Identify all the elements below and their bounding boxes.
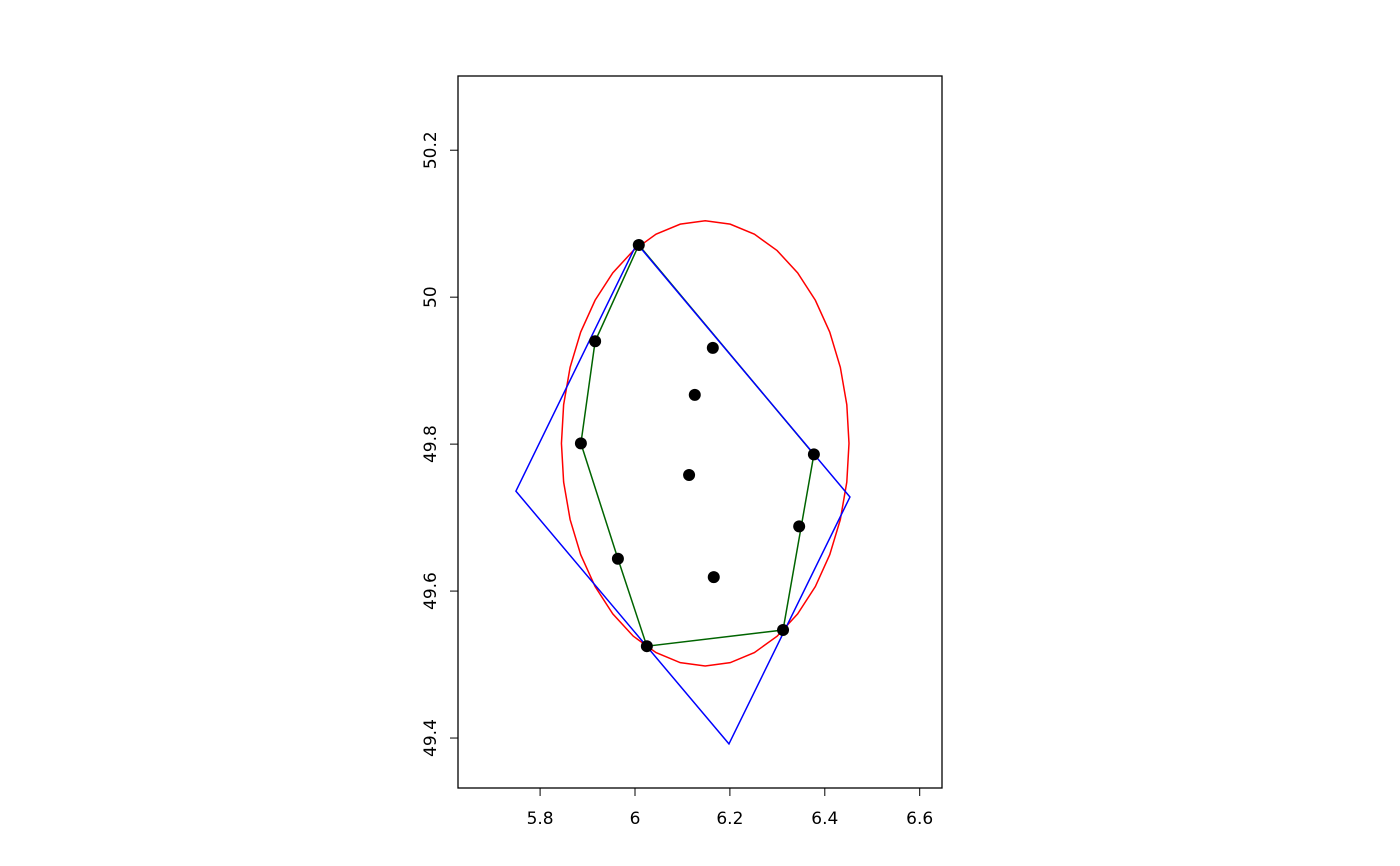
data-point [793, 520, 806, 533]
plot-shapes [515, 219, 851, 746]
y-tick-label: 49.8 [421, 425, 441, 463]
data-point [707, 571, 720, 584]
x-tick: 6.4 [811, 788, 838, 829]
x-tick: 6 [630, 788, 641, 829]
x-tick: 5.8 [527, 788, 554, 829]
data-point [683, 468, 696, 481]
x-tick: 6.6 [906, 788, 933, 829]
x-tick-label: 6.4 [811, 809, 838, 829]
x-tick-label: 6.2 [716, 809, 743, 829]
y-tick: 49.8 [421, 425, 458, 463]
x-tick-label: 6 [630, 809, 641, 829]
x-axis: 5.8 6 6.2 6.4 6.6 [458, 787, 942, 829]
y-tick-label: 49.4 [421, 719, 441, 757]
data-point [574, 437, 587, 450]
y-tick: 50 [421, 286, 458, 308]
y-tick-label: 50 [421, 286, 441, 308]
x-tick-label: 6.6 [906, 809, 933, 829]
y-tick-label: 49.6 [421, 572, 441, 610]
y-tick: 50.2 [421, 131, 458, 169]
y-tick: 49.4 [421, 719, 458, 757]
y-axis: 49.4 49.6 49.8 50 50.2 [421, 76, 459, 788]
rotated-rectangle [515, 242, 851, 746]
enclosing-circle [560, 219, 850, 667]
data-point [589, 335, 602, 348]
data-point [807, 448, 820, 461]
data-point [706, 341, 719, 354]
plot-frame [457, 75, 943, 789]
data-points [574, 238, 820, 653]
data-point [640, 640, 653, 653]
y-tick-label: 50.2 [421, 131, 441, 169]
convex-hull [580, 243, 815, 648]
data-point [632, 238, 645, 251]
x-tick-label: 5.8 [527, 809, 554, 829]
y-tick: 49.6 [421, 572, 458, 610]
data-point [688, 388, 701, 401]
data-point [777, 624, 790, 637]
x-tick: 6.2 [716, 788, 743, 829]
data-point [611, 552, 624, 565]
